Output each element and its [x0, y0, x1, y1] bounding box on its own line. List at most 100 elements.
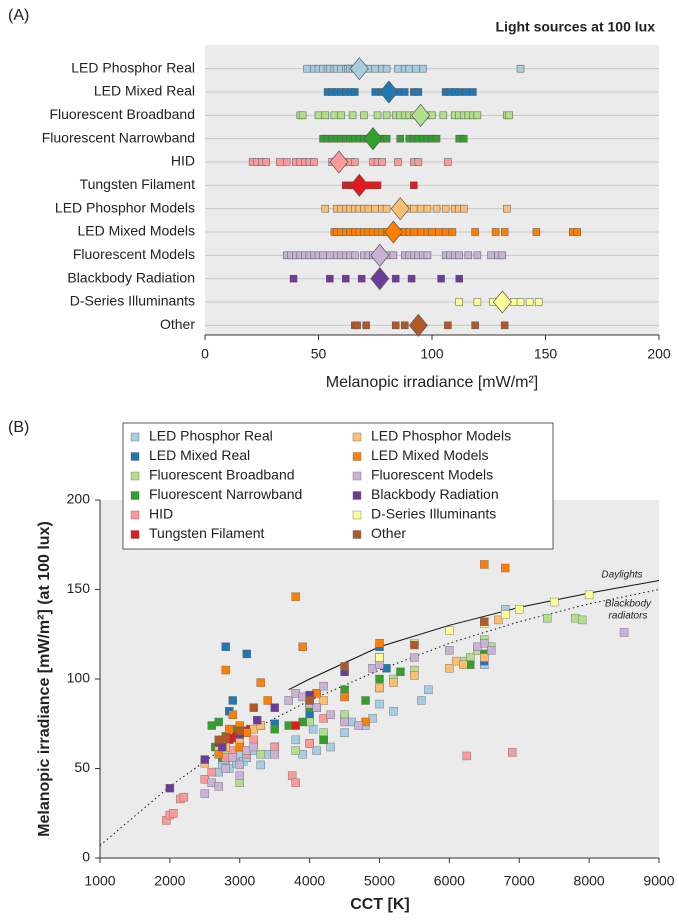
point: [340, 662, 349, 671]
point: [401, 88, 409, 96]
point: [312, 703, 321, 712]
legend-box: [122, 422, 554, 550]
y-tick-label: 100: [67, 670, 91, 686]
category-label: Fluorescent Narrowband: [42, 129, 195, 145]
point: [466, 653, 475, 662]
point: [228, 753, 237, 762]
category-label: LED Mixed Models: [78, 223, 196, 239]
x-tick-label: 150: [534, 346, 558, 362]
point: [441, 228, 450, 236]
point: [455, 274, 463, 283]
point: [455, 298, 463, 306]
point: [321, 204, 330, 213]
point: [291, 735, 300, 745]
point: [249, 742, 258, 752]
point: [319, 728, 328, 737]
point: [357, 274, 366, 283]
point: [382, 64, 391, 73]
point: [543, 613, 552, 623]
point: [412, 64, 420, 73]
point: [270, 742, 279, 752]
point: [525, 298, 534, 306]
point: [410, 640, 419, 650]
category-label: D-Series Illuminants: [70, 293, 195, 309]
point: [235, 771, 244, 780]
point: [270, 724, 279, 734]
point: [473, 251, 482, 260]
point: [389, 251, 398, 260]
point: [303, 64, 311, 73]
panel-label: (A): [8, 7, 29, 24]
legend-label: D-Series Illuminants: [371, 506, 496, 522]
point: [480, 560, 489, 569]
point: [410, 204, 418, 213]
point: [464, 251, 473, 260]
point: [341, 274, 350, 283]
point: [410, 228, 418, 236]
point: [445, 646, 454, 655]
point: [340, 717, 349, 727]
x-tick-label: 5000: [364, 873, 395, 889]
legend-swatch: [352, 491, 362, 500]
point: [494, 615, 503, 625]
point: [462, 88, 470, 96]
point: [414, 88, 423, 96]
point: [319, 696, 328, 705]
point: [256, 678, 265, 687]
point: [348, 111, 357, 120]
point: [270, 703, 279, 712]
point: [262, 158, 271, 166]
point: [549, 597, 559, 607]
point: [516, 64, 525, 73]
point: [419, 64, 427, 73]
mean-diamond: [383, 220, 403, 244]
point: [228, 710, 237, 719]
legend-label: Fluorescent Narrowband: [149, 486, 302, 502]
y-tick-label: 200: [67, 491, 91, 507]
point: [417, 696, 426, 705]
category-label: LED Phosphor Models: [55, 199, 195, 215]
point: [410, 671, 419, 680]
mean-diamond: [411, 103, 431, 127]
point: [291, 592, 300, 601]
point: [235, 778, 244, 788]
mean-diamond: [408, 313, 428, 337]
point: [382, 134, 391, 143]
point: [200, 755, 210, 764]
point: [276, 158, 284, 166]
point: [375, 660, 384, 669]
point: [373, 111, 382, 120]
point: [619, 628, 629, 637]
point: [501, 563, 510, 573]
point: [340, 710, 349, 719]
mean-diamond: [363, 127, 383, 151]
curve-label: Blackbody: [605, 599, 652, 610]
point: [487, 646, 496, 655]
x-tick-label: 200: [647, 346, 671, 362]
point: [373, 181, 382, 190]
point: [351, 158, 359, 166]
legend-label: LED Mixed Real: [149, 447, 250, 463]
legend-label: Blackbody Radiation: [371, 486, 499, 502]
point: [394, 64, 402, 73]
point: [396, 667, 405, 677]
point: [375, 683, 384, 693]
point: [256, 749, 265, 759]
point: [228, 696, 237, 705]
category-label: Fluorescent Models: [73, 246, 195, 262]
legend-label: Tungsten Filament: [149, 525, 265, 541]
x-tick-label: 6000: [434, 873, 465, 889]
x-tick-label: 1000: [84, 873, 115, 889]
point: [218, 742, 227, 752]
mean-diamond: [492, 290, 512, 314]
point: [460, 134, 468, 143]
mean-diamond: [349, 57, 369, 81]
y-tick-label: 0: [82, 849, 90, 865]
point: [410, 181, 418, 190]
point: [214, 717, 223, 727]
point: [263, 696, 272, 705]
point: [396, 134, 404, 143]
point: [473, 298, 482, 306]
mean-diamond: [329, 150, 349, 174]
legend-swatch: [130, 491, 140, 500]
